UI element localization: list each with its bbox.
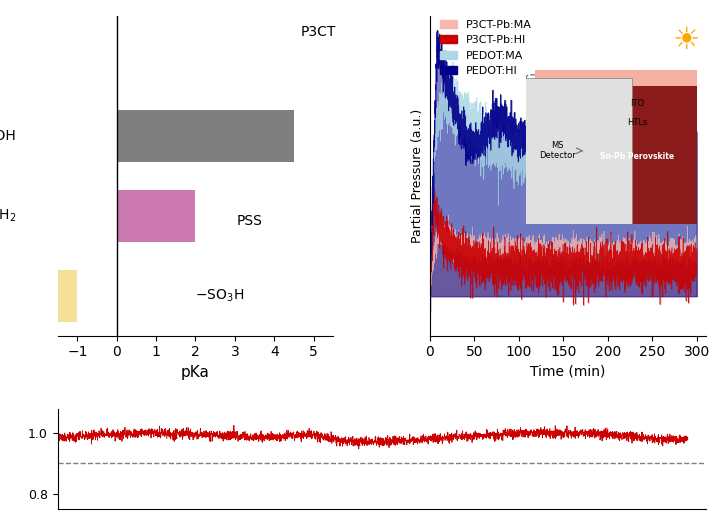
X-axis label: pKa: pKa [181,365,210,380]
Y-axis label: Partial Pressure (a.u.): Partial Pressure (a.u.) [411,109,424,243]
Text: $-\mathrm{PO_3H_2}$: $-\mathrm{PO_3H_2}$ [0,207,17,224]
Legend: P3CT-Pb:MA, P3CT-Pb:HI, PEDOT:MA, PEDOT:HI: P3CT-Pb:MA, P3CT-Pb:HI, PEDOT:MA, PEDOT:… [436,15,536,81]
Text: -COOH: -COOH [0,129,17,143]
Bar [117,110,294,162]
Bar [117,190,195,242]
Text: $-\mathrm{SO_3H}$: $-\mathrm{SO_3H}$ [195,287,245,304]
Text: PSS: PSS [237,214,263,228]
Bar [38,270,77,322]
Text: P3CT: P3CT [300,25,336,40]
Text: ☀: ☀ [672,25,700,55]
X-axis label: Time (min): Time (min) [530,365,606,379]
